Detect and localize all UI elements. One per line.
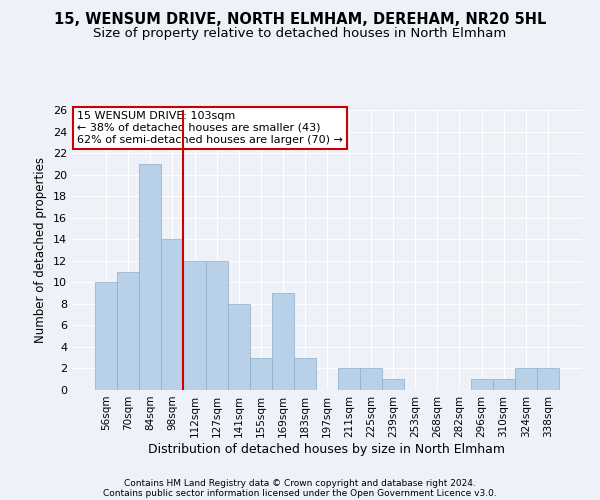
X-axis label: Distribution of detached houses by size in North Elmham: Distribution of detached houses by size … [149, 442, 505, 456]
Text: Contains HM Land Registry data © Crown copyright and database right 2024.: Contains HM Land Registry data © Crown c… [124, 478, 476, 488]
Bar [338, 368, 360, 390]
Bar [515, 368, 537, 390]
Bar [161, 239, 184, 390]
Bar [470, 379, 493, 390]
Bar [537, 368, 559, 390]
Bar [360, 368, 382, 390]
Bar [272, 293, 294, 390]
Bar [294, 358, 316, 390]
Bar [117, 272, 139, 390]
Bar [95, 282, 117, 390]
Bar [493, 379, 515, 390]
Bar [139, 164, 161, 390]
Bar [227, 304, 250, 390]
Bar [250, 358, 272, 390]
Text: Size of property relative to detached houses in North Elmham: Size of property relative to detached ho… [94, 28, 506, 40]
Text: 15, WENSUM DRIVE, NORTH ELMHAM, DEREHAM, NR20 5HL: 15, WENSUM DRIVE, NORTH ELMHAM, DEREHAM,… [54, 12, 546, 28]
Text: Contains public sector information licensed under the Open Government Licence v3: Contains public sector information licen… [103, 488, 497, 498]
Y-axis label: Number of detached properties: Number of detached properties [34, 157, 47, 343]
Text: 15 WENSUM DRIVE: 103sqm
← 38% of detached houses are smaller (43)
62% of semi-de: 15 WENSUM DRIVE: 103sqm ← 38% of detache… [77, 112, 343, 144]
Bar [184, 261, 206, 390]
Bar [382, 379, 404, 390]
Bar [206, 261, 227, 390]
